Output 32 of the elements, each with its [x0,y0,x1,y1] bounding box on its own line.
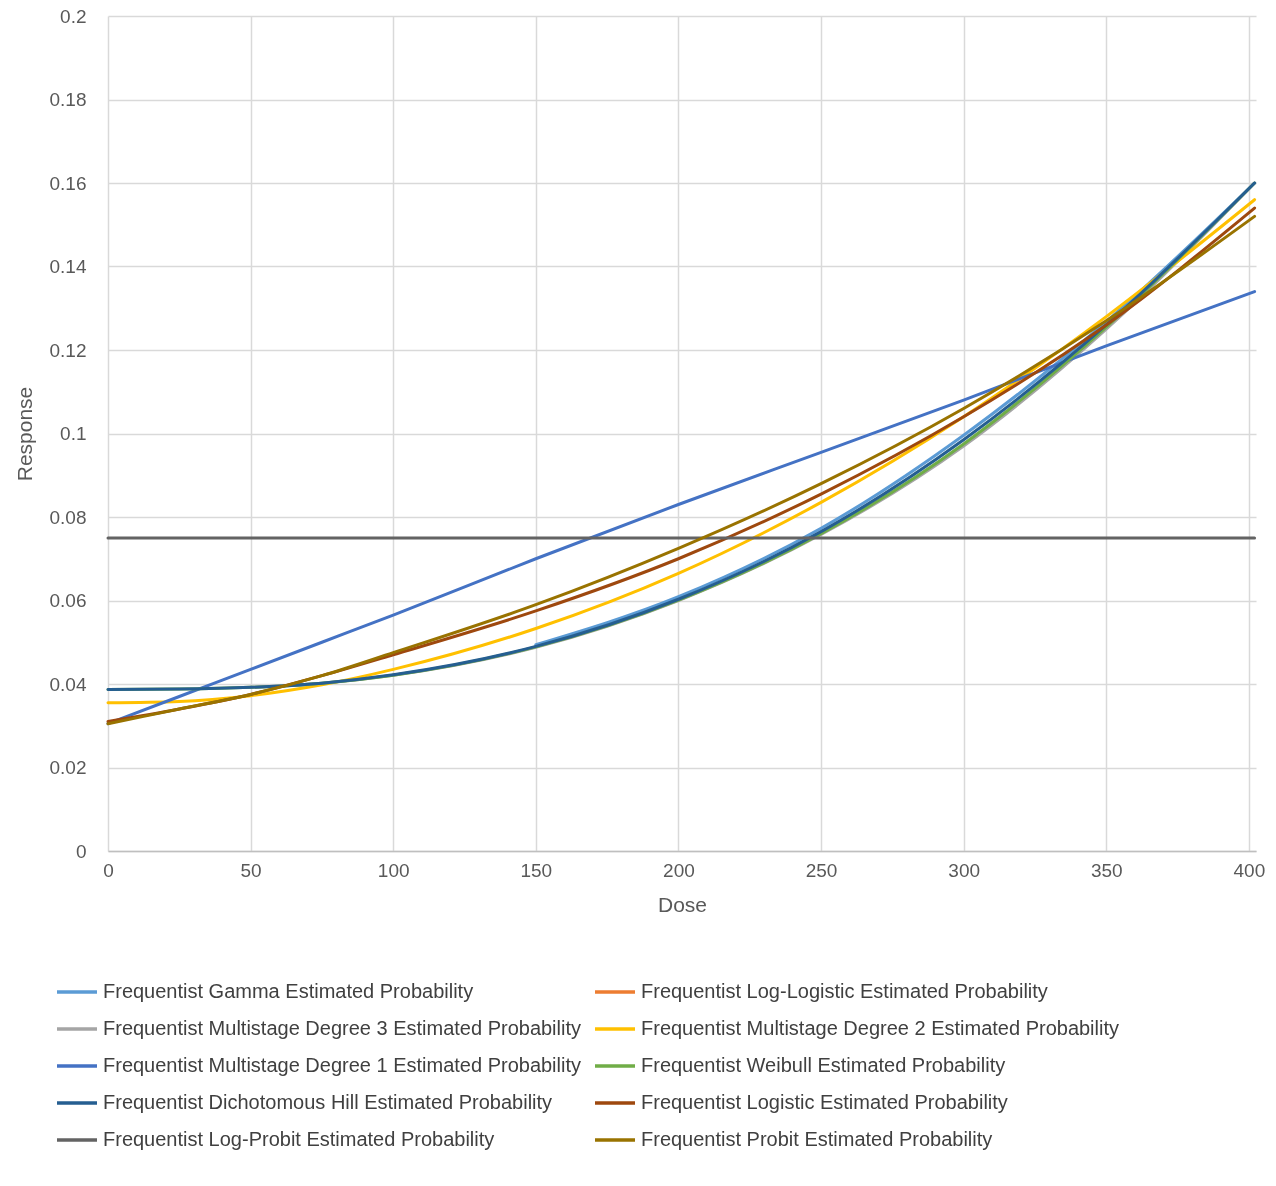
x-axis-title: Dose [657,892,708,916]
y-tick-label: 0.02 [49,757,87,778]
x-tick-label: 200 [663,859,695,881]
legend-label: Frequentist Multistage Degree 2 Estimated Probability [641,1017,1120,1039]
legend-label: Frequentist Dichotomous Hill Estimated Probability [103,1091,553,1113]
x-tick-label: 150 [520,859,553,881]
legend-label: Frequentist Logistic Estimated Probability [641,1091,1008,1113]
x-tick-label: 300 [948,859,980,881]
y-tick-label: 0.04 [49,673,87,695]
y-tick-label: 0.18 [49,89,87,110]
y-tick-label: 0.08 [49,506,87,528]
x-tick-label: 50 [240,859,262,881]
y-tick-label: 0.1 [60,423,87,444]
y-axis-title: Response [12,386,36,482]
x-tick-label: 0 [103,859,114,881]
legend-label: Frequentist Weibull Estimated Probability [641,1054,1006,1076]
x-tick-label: 250 [805,859,838,881]
y-tick-label: 0 [75,840,87,862]
legend-label: Frequentist Probit Estimated Probability [641,1128,993,1150]
legend-label: Frequentist Log-Probit Estimated Probability [103,1128,495,1150]
legend-label: Frequentist Multistage Degree 1 Estimated Probability [103,1054,582,1076]
x-tick-label: 100 [377,859,410,881]
legend-label: Frequentist Gamma Estimated Probability [103,980,474,1002]
y-tick-label: 0.16 [49,172,87,194]
x-tick-label: 350 [1090,859,1123,881]
x-tick-label: 400 [1233,859,1266,881]
y-tick-label: 0.12 [49,339,87,361]
legend-label: Frequentist Log-Logistic Estimated Probability [641,980,1048,1002]
y-tick-label: 0.14 [49,256,87,277]
legend-label: Frequentist Multistage Degree 3 Estimated Probability [103,1017,582,1039]
y-tick-label: 0.2 [60,5,87,27]
y-tick-label: 0.06 [49,590,87,611]
